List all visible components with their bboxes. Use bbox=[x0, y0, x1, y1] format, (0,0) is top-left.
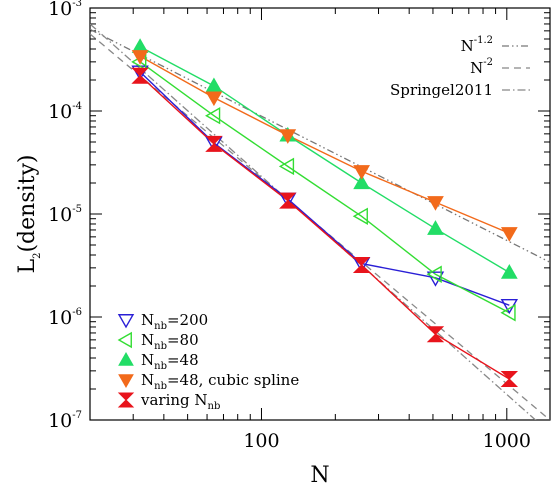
data-point bbox=[279, 129, 297, 144]
data-point bbox=[426, 265, 442, 283]
data-point bbox=[426, 271, 445, 287]
y-tick-label: 10-5 bbox=[48, 204, 82, 226]
data-point bbox=[352, 256, 371, 273]
legend-marker bbox=[117, 314, 135, 329]
series-line bbox=[139, 71, 510, 306]
data-point bbox=[205, 135, 223, 152]
x-tick-label: 100 bbox=[243, 430, 279, 452]
data-point bbox=[500, 371, 519, 388]
y-tick-label: 10-3 bbox=[48, 0, 82, 20]
x-axis-label: N bbox=[310, 463, 329, 488]
data-point bbox=[205, 91, 223, 107]
legend-label: Nnb=48, cubic spline bbox=[141, 371, 299, 392]
reference-line bbox=[90, 28, 550, 263]
legend-label: Nnb=80 bbox=[141, 331, 199, 352]
series-line bbox=[139, 55, 510, 234]
legend-label: Nnb=48 bbox=[141, 351, 199, 372]
y-tick-label: 10-6 bbox=[48, 307, 82, 329]
legend-label: varing Nnb bbox=[140, 391, 220, 412]
legend-label: Nnb=200 bbox=[141, 311, 208, 332]
reference-legend: N-1.2N-2 Springel2011 bbox=[390, 35, 530, 99]
reference-line bbox=[90, 23, 537, 420]
y-tick-label: 10-4 bbox=[48, 101, 82, 123]
series-markers bbox=[131, 38, 519, 388]
data-point bbox=[278, 157, 295, 176]
legend-marker bbox=[118, 374, 134, 389]
data-point bbox=[426, 326, 445, 343]
axis-ticks bbox=[89, 7, 550, 421]
series-line bbox=[139, 46, 510, 274]
legend-marker bbox=[117, 392, 135, 408]
y-tick-label: 10-7 bbox=[48, 410, 82, 432]
data-point bbox=[427, 196, 444, 211]
x-tick-label: 1000 bbox=[483, 430, 531, 452]
legend-marker bbox=[118, 351, 134, 366]
reference-legend-label: N-2 bbox=[470, 57, 493, 77]
series-line bbox=[139, 61, 510, 314]
data-point bbox=[500, 264, 518, 279]
legend-marker bbox=[117, 331, 132, 349]
data-point bbox=[352, 207, 368, 226]
series-lines bbox=[139, 46, 510, 380]
data-point bbox=[500, 227, 518, 242]
data-point bbox=[131, 50, 149, 65]
data-point bbox=[205, 107, 221, 125]
data-point bbox=[353, 165, 370, 180]
data-point bbox=[279, 192, 297, 209]
reference-legend-label: N-1.2 bbox=[461, 35, 493, 55]
data-point bbox=[353, 174, 370, 190]
data-point bbox=[427, 220, 444, 235]
tick-labels: 100 1000 10-7 10-6 10-5 10-4 10-3 bbox=[48, 0, 531, 452]
y-axis-label: L2(density) bbox=[15, 154, 43, 273]
reference-legend-label: Springel2011 bbox=[390, 81, 493, 99]
data-point bbox=[205, 77, 223, 93]
data-point bbox=[500, 304, 516, 322]
data-point bbox=[131, 67, 149, 84]
series-line bbox=[139, 75, 510, 380]
